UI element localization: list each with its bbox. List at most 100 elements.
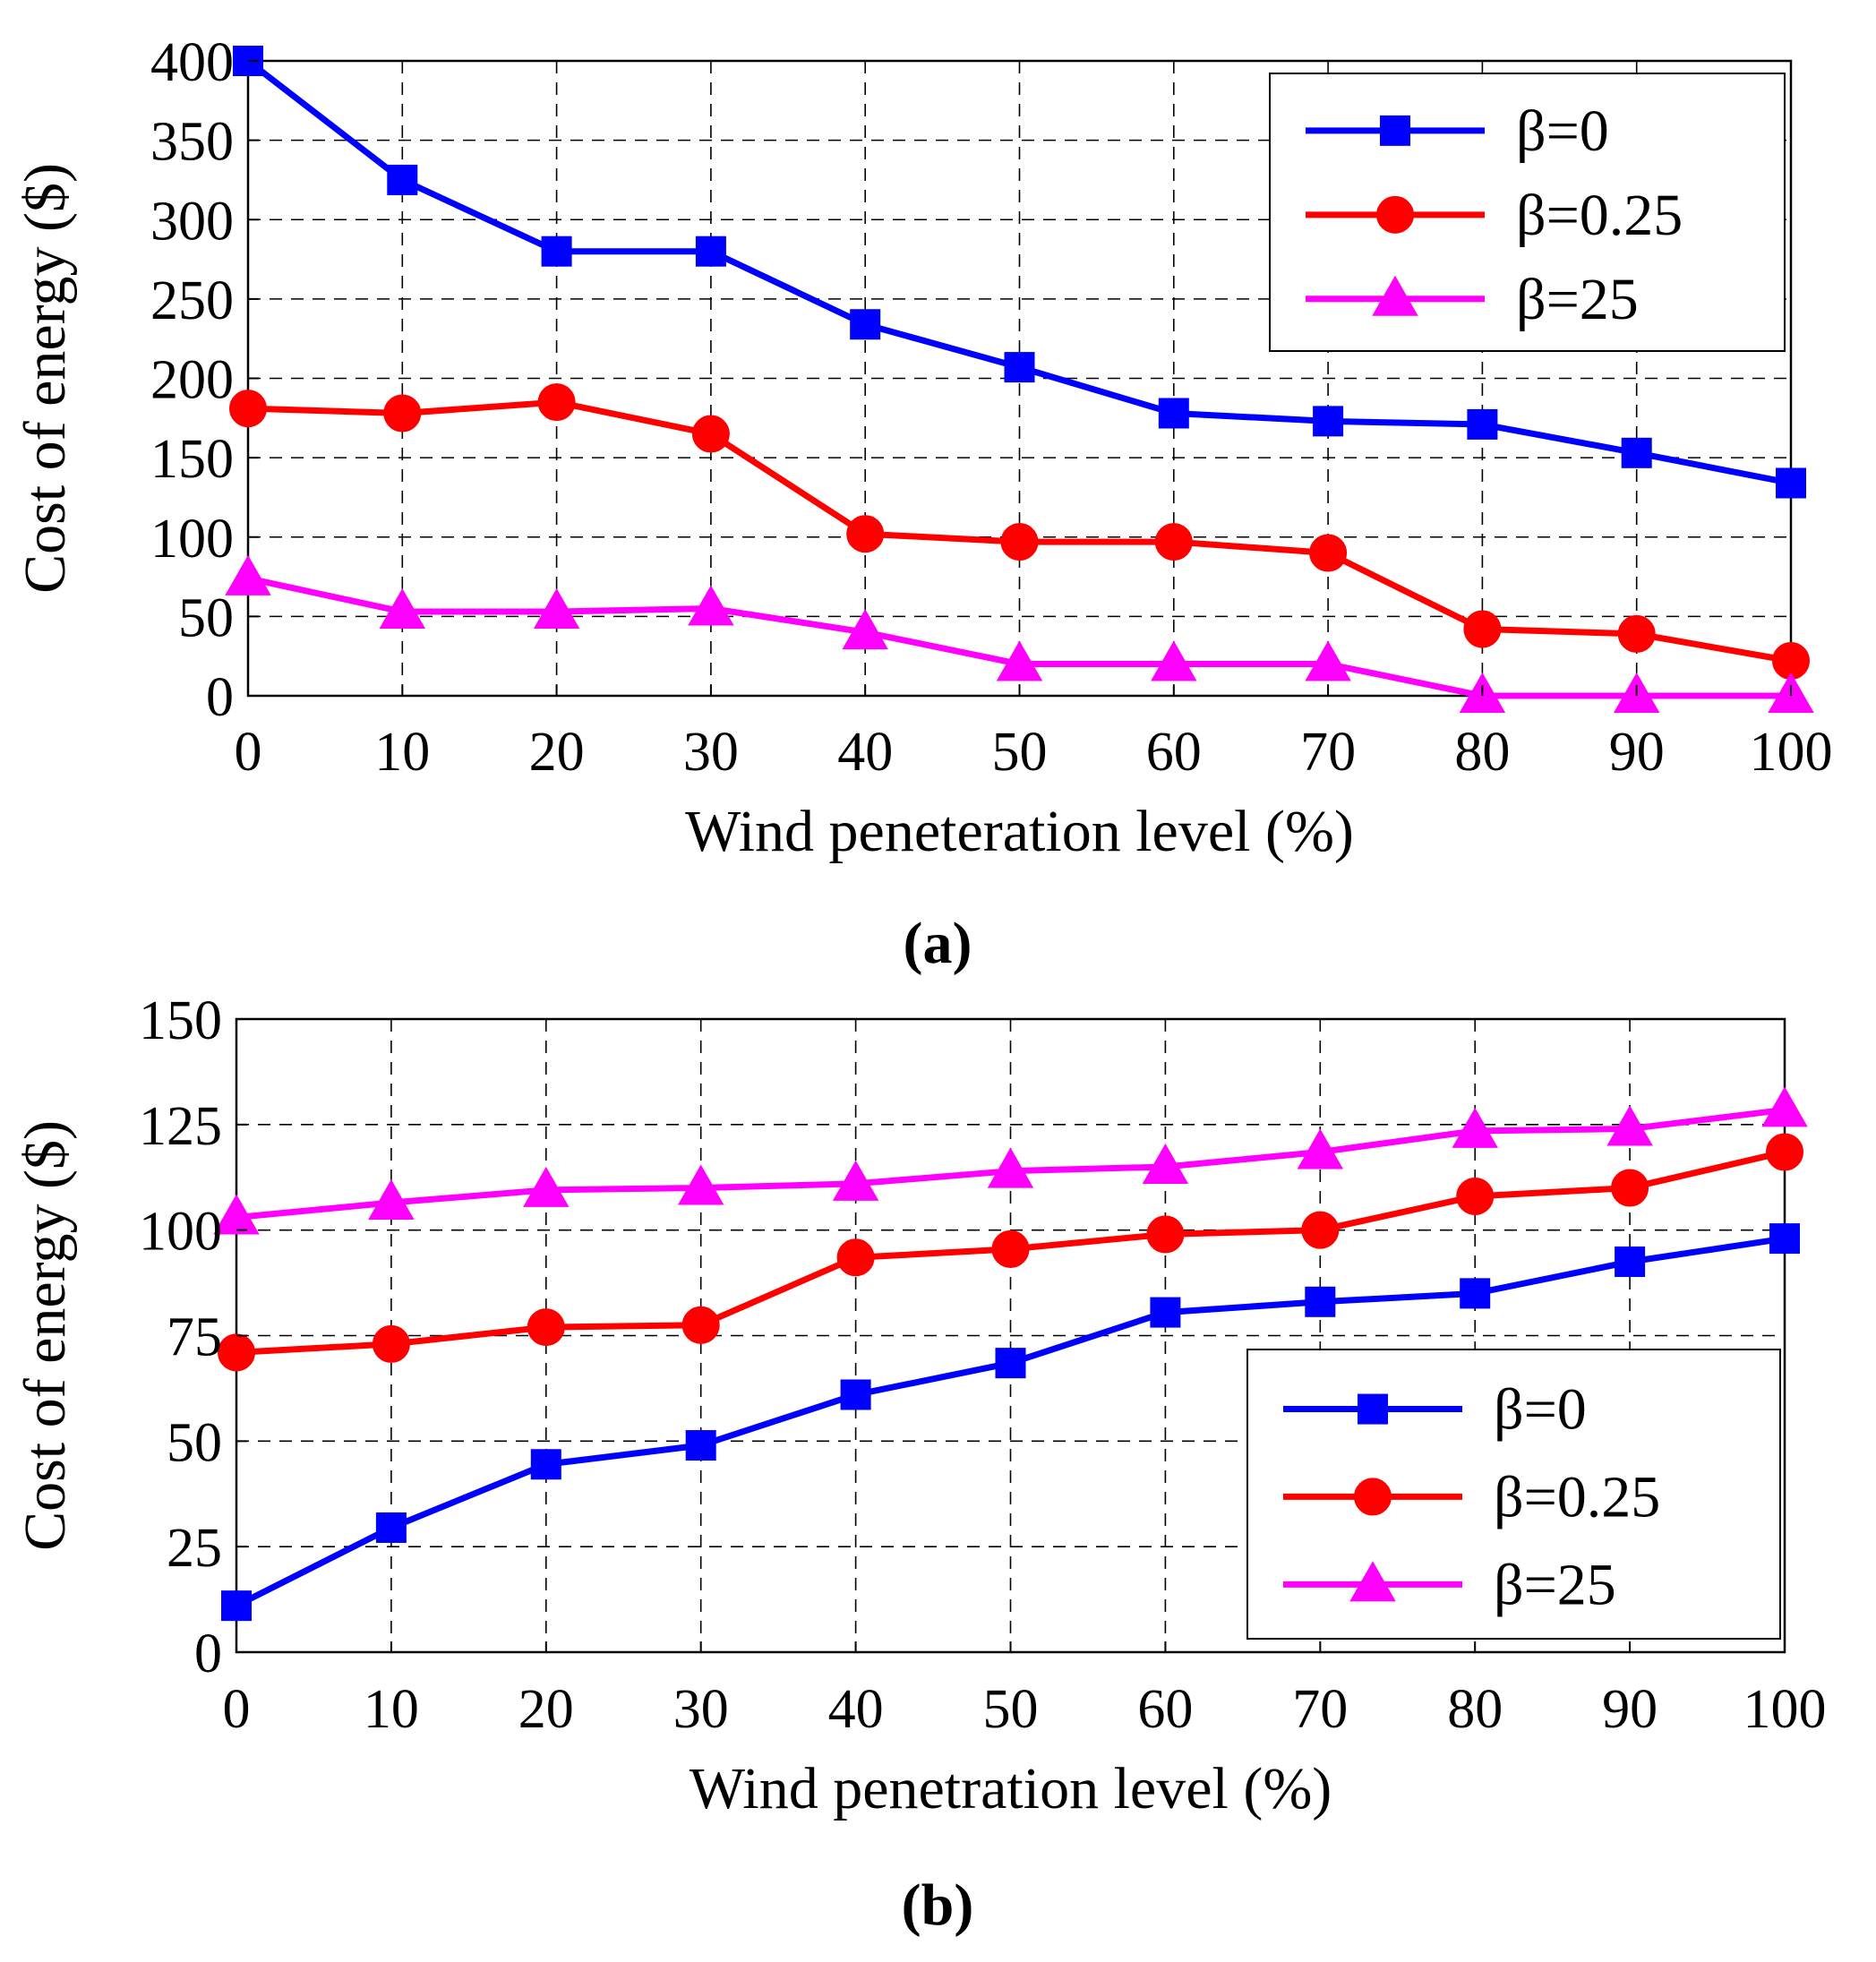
data-point	[1146, 1215, 1185, 1254]
data-point	[1615, 1247, 1646, 1278]
x-tick-label: 30	[673, 1679, 729, 1740]
data-point	[218, 1333, 255, 1372]
y-tick-label: 350	[150, 112, 234, 173]
y-tick-label: 125	[139, 1096, 222, 1157]
legend-marker	[1358, 1393, 1388, 1425]
data-point	[832, 1160, 879, 1201]
legend-marker	[1372, 275, 1418, 316]
data-point	[527, 1308, 565, 1347]
chart-a-svg: 0 10 20 30 40 50 60 70 80 90 100 0 50 100 150 200 250 300…	[13, 32, 1833, 976]
legend-label: β=25	[1516, 267, 1639, 332]
data-point	[1158, 398, 1189, 429]
data-point	[1142, 1143, 1189, 1184]
data-point	[1769, 1223, 1800, 1255]
legend-label: β=0.25	[1516, 183, 1683, 248]
x-tick-label: 70	[1300, 722, 1356, 783]
data-point	[541, 236, 572, 267]
data-point	[368, 1179, 415, 1221]
data-point	[1150, 1297, 1181, 1328]
data-point	[379, 588, 426, 630]
x-tick-label: 40	[837, 722, 893, 783]
y-tick-label: 0	[194, 1624, 222, 1684]
x-tick-label: 50	[992, 722, 1048, 783]
data-point	[850, 309, 881, 340]
x-tick-label: 60	[1146, 722, 1202, 783]
legend-label: β=25	[1494, 1552, 1616, 1617]
data-point	[387, 164, 418, 195]
legend-marker	[1376, 195, 1414, 234]
series-layer-b	[213, 1086, 1808, 1622]
data-point	[1606, 1105, 1653, 1146]
data-point	[1467, 408, 1498, 440]
data-point	[533, 588, 580, 630]
chart-panel-a: 0 10 20 30 40 50 60 70 80 90 100 0 50 100 150 200 250 300…	[13, 32, 1833, 976]
legend-marker	[1380, 115, 1410, 146]
data-point	[695, 236, 726, 267]
x-tick-label: 40	[828, 1679, 884, 1740]
data-point	[1004, 352, 1035, 383]
data-point	[688, 585, 734, 626]
data-point	[1313, 406, 1344, 437]
data-point	[1305, 1286, 1336, 1317]
legend-marker	[1354, 1478, 1392, 1516]
data-point	[1154, 523, 1193, 561]
data-point	[1766, 1133, 1803, 1171]
x-tick-label: 10	[374, 722, 430, 783]
y-tick-label: 100	[150, 509, 234, 570]
data-point	[995, 1348, 1026, 1379]
x-tick-label: 70	[1292, 1679, 1348, 1740]
data-point	[1617, 614, 1656, 653]
y-tick-label: 300	[150, 191, 234, 252]
x-tick-label: 80	[1447, 1679, 1503, 1740]
data-point	[375, 1512, 407, 1543]
y-tick-label: 400	[150, 32, 234, 93]
y-tick-label: 25	[167, 1518, 222, 1579]
data-point	[1761, 1086, 1808, 1127]
data-point	[681, 1306, 720, 1344]
x-tick-label: 20	[518, 1679, 574, 1740]
y-axis-label: Cost of energy ($)	[13, 1120, 78, 1551]
y-tick-label: 150	[150, 429, 234, 490]
tick-layer-a: 0 10 20 30 40 50 60 70 80 90 100 0 50 100 150 200 250 300…	[150, 32, 1833, 783]
data-point	[846, 515, 885, 553]
y-tick-label: 100	[139, 1202, 222, 1263]
data-point	[1611, 1169, 1649, 1207]
x-axis-label: Wind peneteration level (%)	[685, 799, 1354, 864]
data-point	[229, 390, 267, 428]
y-tick-label: 250	[150, 270, 234, 331]
y-tick-label: 75	[167, 1307, 222, 1368]
tick-layer-b: 0 10 20 30 40 50 60 70 80 90 100 0 25 50 75 100 125 150	[139, 990, 1827, 1740]
data-point	[1460, 1278, 1491, 1309]
data-point	[1776, 467, 1806, 499]
y-tick-label: 150	[139, 990, 222, 1051]
data-point	[1452, 1107, 1498, 1148]
x-tick-label: 60	[1137, 1679, 1193, 1740]
y-tick-label: 50	[178, 587, 234, 648]
data-point	[842, 609, 888, 650]
x-tick-label: 90	[1609, 722, 1665, 783]
y-tick-label: 50	[167, 1412, 222, 1473]
data-point	[1463, 610, 1502, 648]
data-point	[840, 1379, 871, 1410]
data-point	[225, 554, 271, 595]
x-tick-label: 0	[235, 722, 262, 783]
x-tick-label: 10	[364, 1679, 419, 1740]
x-tick-label: 100	[1743, 1679, 1827, 1740]
data-point	[1621, 437, 1652, 468]
data-point	[691, 415, 730, 453]
legend-b: β=0 β=0.25 β=25	[1246, 1349, 1781, 1640]
y-axis-label: Cost of energy ($)	[13, 163, 78, 594]
data-point	[991, 1229, 1030, 1268]
data-point	[677, 1164, 724, 1205]
data-point	[537, 383, 576, 422]
x-tick-label: 80	[1454, 722, 1510, 783]
y-tick-label: 0	[206, 667, 234, 728]
data-point	[1305, 640, 1351, 681]
data-point	[221, 1590, 252, 1622]
x-tick-label: 50	[983, 1679, 1039, 1740]
data-point	[523, 1166, 570, 1207]
data-point	[987, 1147, 1034, 1188]
chart-panel-b: 0 10 20 30 40 50 60 70 80 90 100 0 25 50 75 100 125 150 W…	[0, 981, 1876, 1962]
y-tick-label: 200	[150, 350, 234, 411]
data-point	[836, 1238, 875, 1277]
